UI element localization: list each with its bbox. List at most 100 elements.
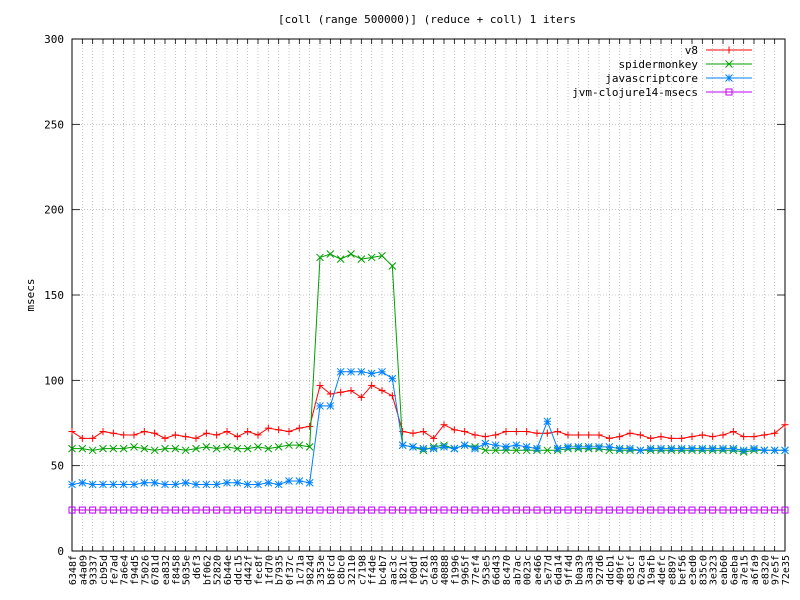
data-point bbox=[140, 506, 148, 514]
data-point bbox=[678, 506, 686, 514]
x-tick-label: ddc15 bbox=[233, 555, 244, 585]
data-point bbox=[182, 506, 190, 514]
y-tick-label: 300 bbox=[44, 33, 64, 46]
data-point bbox=[564, 506, 572, 514]
data-point bbox=[212, 480, 221, 489]
data-point bbox=[554, 428, 562, 436]
x-tick-label: 93337 bbox=[89, 555, 100, 585]
data-point bbox=[502, 506, 510, 514]
data-point bbox=[378, 387, 386, 395]
data-point bbox=[750, 444, 758, 453]
data-point bbox=[213, 506, 221, 514]
data-point bbox=[522, 443, 531, 451]
data-point bbox=[388, 506, 396, 514]
data-point bbox=[729, 428, 737, 436]
data-point bbox=[564, 443, 572, 451]
data-point bbox=[120, 431, 128, 439]
data-point bbox=[326, 250, 335, 258]
data-point bbox=[254, 506, 262, 514]
data-point bbox=[285, 506, 293, 514]
data-point bbox=[378, 251, 386, 260]
data-point bbox=[657, 433, 665, 441]
data-point bbox=[657, 506, 665, 514]
x-tick-label: e8320 bbox=[760, 555, 771, 585]
y-tick-label: 0 bbox=[57, 545, 64, 558]
data-point bbox=[285, 441, 293, 450]
x-tick-label: 5e77d bbox=[543, 555, 554, 585]
x-tick-label: 6da14 bbox=[554, 555, 565, 585]
data-point bbox=[68, 444, 76, 453]
data-point bbox=[719, 431, 727, 439]
data-point bbox=[491, 441, 500, 450]
data-point bbox=[316, 253, 324, 262]
data-point bbox=[367, 253, 376, 262]
data-point bbox=[605, 434, 613, 442]
x-tick-label: 5035e bbox=[182, 555, 193, 585]
x-tick-label: 75026 bbox=[140, 555, 151, 585]
x-tick-label: 9965f bbox=[461, 555, 472, 585]
data-point bbox=[543, 429, 551, 437]
data-point bbox=[99, 480, 107, 489]
data-point bbox=[419, 444, 428, 453]
data-point bbox=[409, 443, 417, 451]
data-point bbox=[99, 444, 107, 453]
series-line bbox=[71, 384, 786, 440]
data-point bbox=[450, 506, 458, 514]
x-tick-label: 835c0 bbox=[698, 555, 709, 585]
data-point bbox=[275, 506, 283, 514]
data-point bbox=[781, 506, 789, 514]
data-point bbox=[171, 444, 180, 453]
y-tick-label: 100 bbox=[44, 374, 64, 387]
data-point bbox=[543, 506, 551, 514]
data-point bbox=[543, 446, 552, 455]
x-tick-label: e83cf bbox=[626, 555, 637, 585]
data-point bbox=[306, 422, 314, 430]
data-point bbox=[719, 444, 727, 453]
data-point bbox=[481, 506, 489, 514]
data-point bbox=[151, 506, 159, 514]
data-point bbox=[202, 429, 210, 437]
legend-label: javascriptcore bbox=[605, 72, 698, 85]
data-point bbox=[171, 506, 179, 514]
data-point bbox=[771, 429, 779, 437]
data-point bbox=[760, 446, 769, 455]
data-point bbox=[295, 506, 303, 514]
data-point bbox=[140, 478, 149, 487]
data-point bbox=[213, 431, 221, 439]
data-point bbox=[109, 480, 118, 489]
data-point bbox=[781, 446, 789, 455]
x-tick-label: 3e323 bbox=[709, 555, 720, 585]
data-point bbox=[595, 443, 603, 451]
x-tick-label: fe7ad bbox=[109, 555, 120, 585]
data-point bbox=[605, 443, 614, 451]
data-point bbox=[347, 250, 355, 258]
x-tick-label: 8c470 bbox=[502, 555, 513, 585]
series-javascriptcore bbox=[68, 367, 789, 489]
data-point bbox=[78, 444, 87, 453]
data-point bbox=[523, 506, 531, 514]
data-point bbox=[161, 480, 169, 489]
data-point bbox=[616, 506, 624, 514]
data-point bbox=[202, 443, 211, 451]
data-point bbox=[636, 431, 644, 439]
data-point bbox=[223, 443, 231, 451]
data-point bbox=[502, 443, 510, 451]
legend-marker bbox=[725, 74, 733, 82]
data-point bbox=[274, 480, 283, 489]
x-tick-label: e3ed0 bbox=[688, 555, 699, 585]
data-point bbox=[171, 431, 179, 439]
data-point bbox=[109, 429, 117, 437]
x-tick-label: f00df bbox=[409, 555, 420, 585]
data-point bbox=[709, 506, 717, 514]
x-tick-label: b8fcd bbox=[326, 555, 337, 585]
data-point bbox=[316, 402, 324, 410]
x-tick-label: a6fa9 bbox=[750, 555, 761, 585]
data-point bbox=[698, 506, 706, 514]
plot-border bbox=[71, 38, 786, 552]
data-point bbox=[667, 434, 675, 442]
data-point bbox=[337, 506, 345, 514]
data-point bbox=[316, 506, 324, 514]
data-point bbox=[367, 369, 376, 378]
x-tick-label: ea832 bbox=[161, 555, 172, 585]
data-point bbox=[192, 506, 200, 514]
